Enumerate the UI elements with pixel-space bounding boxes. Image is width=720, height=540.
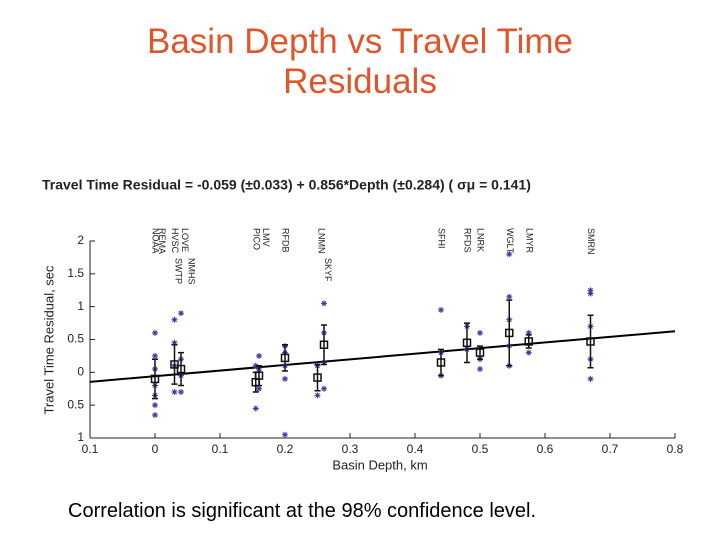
station-label: RFDB: [281, 228, 291, 253]
data-point: [256, 352, 262, 359]
mean-marker: [462, 338, 472, 348]
station-label: LOVE: [180, 228, 190, 252]
data-point: [587, 290, 594, 297]
x-tick-label: 0.7: [602, 442, 619, 456]
mean-marker: [313, 373, 322, 382]
data-point: [506, 251, 513, 258]
station-label: SMRN: [586, 228, 596, 255]
error-bar: [321, 324, 327, 366]
station-label: SWTP: [173, 258, 183, 284]
mean-marker: [319, 340, 329, 350]
title-line: Basin Depth vs Travel Time: [147, 22, 573, 61]
data-point: [282, 375, 288, 382]
x-axis-label: Basin Depth, km: [332, 457, 427, 472]
data-point: [152, 402, 158, 409]
data-point: [506, 293, 513, 300]
x-tick-label: 0: [152, 442, 159, 456]
data-point: [171, 389, 178, 396]
y-tick-label: 0.5: [67, 332, 84, 346]
error-bar: [464, 322, 470, 364]
data-point: [477, 329, 483, 336]
data-point: [252, 405, 259, 412]
data-point: [587, 287, 594, 294]
slide-title: Basin Depth vs Travel Time Residuals: [0, 22, 720, 102]
station-label: SFHI: [437, 228, 447, 249]
y-tick-label: 1: [77, 430, 84, 444]
x-tick-label: 0.1: [82, 442, 99, 456]
data-point: [152, 329, 158, 336]
fit-line: [89, 330, 676, 383]
error-bar: [171, 344, 178, 385]
x-tick-label: 0.4: [407, 442, 424, 456]
x-tick-label: 0.5: [472, 442, 489, 456]
station-label: LMV: [261, 228, 271, 247]
error-bar: [314, 363, 321, 392]
data-point: [282, 431, 288, 438]
mean-marker: [505, 328, 514, 338]
station-label: NMHS: [186, 258, 196, 285]
data-point: [152, 352, 158, 359]
mean-marker: [586, 337, 595, 346]
y-tick-label: 1: [77, 299, 84, 313]
y-tick-label: 0: [77, 365, 84, 379]
station-label: LNMN: [316, 228, 326, 254]
data-point: [252, 362, 259, 369]
footnote: Correlation is significant at the 98% co…: [68, 500, 537, 522]
data-point: [525, 329, 532, 336]
x-tick-label: 0.1: [212, 442, 229, 456]
station-label: LNRK: [476, 228, 486, 252]
station-label: HVSC: [170, 228, 180, 254]
data-point: [321, 300, 327, 307]
mean-marker: [150, 374, 160, 384]
data-point: [321, 385, 327, 392]
error-bar: [282, 344, 288, 372]
x-tick-label: 0.6: [537, 442, 554, 456]
mean-marker: [254, 371, 264, 380]
station-label: WGLT: [505, 228, 515, 254]
data-point: [178, 310, 184, 317]
y-tick-label: 0.5: [67, 397, 84, 411]
mean-marker: [280, 353, 290, 363]
station-label: PICO: [251, 228, 261, 250]
data-point: [171, 316, 178, 323]
data-point: [171, 339, 178, 346]
error-bar: [256, 365, 262, 387]
station-label: RFDS: [463, 228, 473, 253]
data-point: [477, 366, 483, 373]
data-point: [314, 392, 321, 399]
x-tick-label: 0.2: [277, 442, 294, 456]
x-tick-label: 0.8: [667, 442, 684, 456]
y-tick-label: 2: [77, 233, 84, 247]
data-point: [525, 349, 532, 356]
mean-marker: [475, 348, 485, 357]
error-bar: [506, 299, 513, 367]
mean-marker: [436, 358, 446, 367]
data-point: [178, 389, 184, 396]
data-point: [152, 412, 158, 419]
data-point: [438, 306, 444, 313]
mean-marker: [170, 360, 179, 369]
y-tick-label: 1.5: [67, 266, 84, 280]
error-bar: [477, 345, 483, 360]
station-label: NOAA: [151, 228, 161, 254]
error-bar: [587, 314, 594, 369]
mean-marker: [524, 337, 533, 346]
title-line: Residuals: [283, 62, 437, 101]
error-bar: [178, 351, 184, 387]
station-label: REMA: [157, 228, 167, 254]
error-bar: [152, 358, 158, 400]
station-label: SKYF: [323, 258, 333, 282]
chart-subtitle: Travel Time Residual = -0.059 (±0.033) +…: [42, 177, 531, 193]
y-axis-label: Travel Time Residual, sec: [41, 265, 56, 415]
x-tick-label: 0.3: [342, 442, 359, 456]
data-point: [587, 375, 594, 382]
mean-marker: [176, 364, 186, 374]
data-point: [256, 385, 262, 392]
station-label: LMYR: [524, 228, 534, 254]
error-bar: [438, 348, 444, 377]
error-bar: [525, 334, 532, 349]
